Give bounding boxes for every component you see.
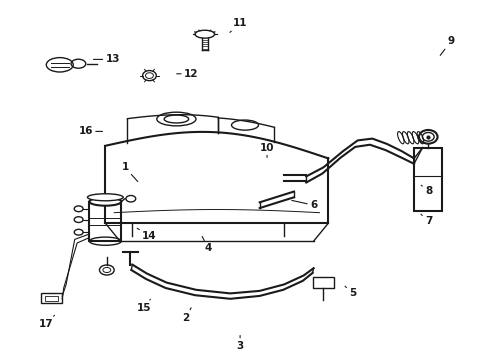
Text: 3: 3 bbox=[237, 336, 244, 351]
Text: 17: 17 bbox=[39, 315, 54, 329]
Bar bbox=[41, 293, 62, 303]
Text: 7: 7 bbox=[421, 214, 433, 226]
Text: 1: 1 bbox=[122, 162, 138, 181]
Bar bbox=[45, 296, 58, 301]
Text: 4: 4 bbox=[202, 237, 212, 253]
Text: 13: 13 bbox=[94, 54, 120, 64]
Text: 6: 6 bbox=[292, 200, 317, 210]
Text: 10: 10 bbox=[260, 143, 274, 157]
Bar bbox=[313, 277, 334, 288]
Text: 2: 2 bbox=[183, 308, 191, 323]
Text: 5: 5 bbox=[345, 286, 356, 298]
Text: 12: 12 bbox=[177, 69, 198, 79]
Bar bbox=[89, 202, 122, 241]
Text: 8: 8 bbox=[421, 185, 432, 196]
Text: 9: 9 bbox=[440, 36, 454, 55]
Text: 15: 15 bbox=[137, 299, 152, 313]
Bar bbox=[414, 148, 442, 211]
Ellipse shape bbox=[89, 198, 121, 206]
Text: 14: 14 bbox=[137, 228, 157, 241]
Text: 11: 11 bbox=[230, 18, 247, 32]
Text: 16: 16 bbox=[78, 126, 102, 136]
Ellipse shape bbox=[87, 194, 123, 201]
